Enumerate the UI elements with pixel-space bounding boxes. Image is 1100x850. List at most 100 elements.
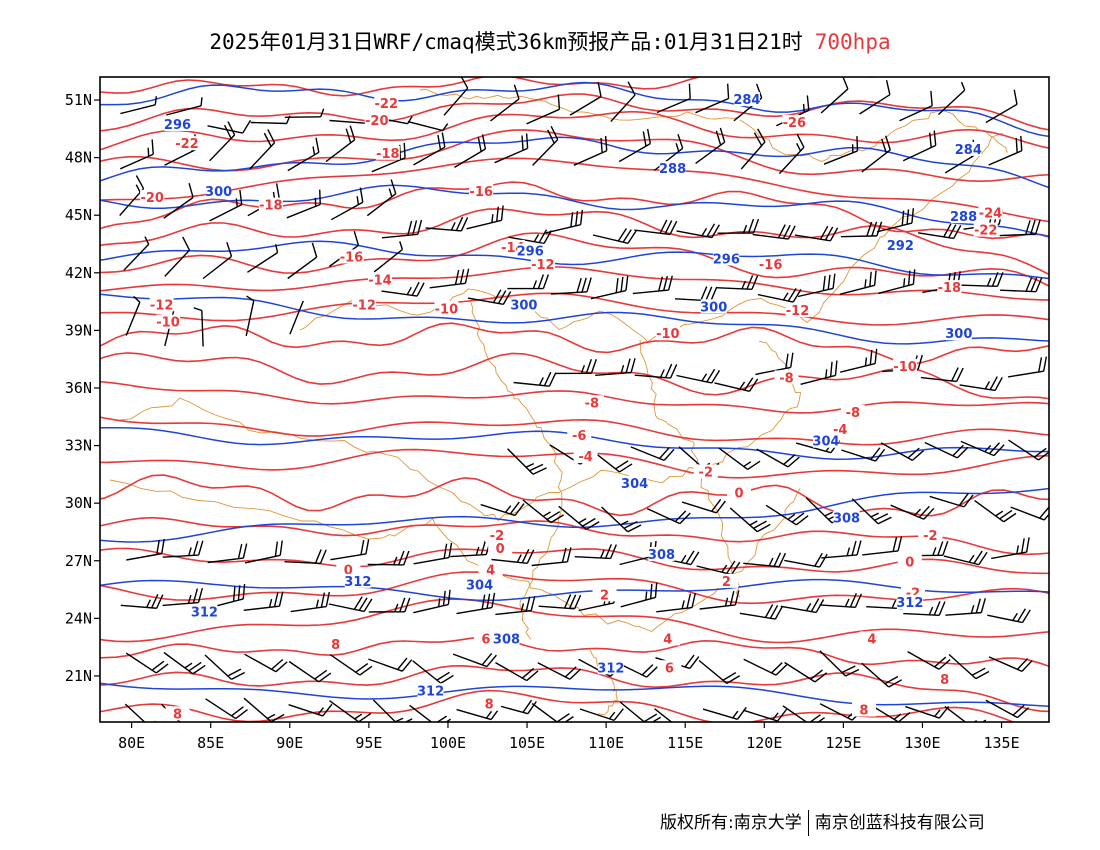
wind-barb: [755, 352, 794, 376]
wind-barb: [717, 218, 760, 234]
wind-barb: [945, 598, 986, 616]
wind-barb: [819, 650, 860, 677]
temperature-label: -12: [150, 298, 174, 313]
wind-barb: [676, 223, 720, 239]
province-borders: [109, 88, 1008, 716]
temperature-label-bg: [893, 358, 918, 373]
temperature-label-bg: [530, 257, 555, 272]
temperature-isoline: [100, 598, 1049, 644]
wind-barb: [880, 442, 925, 461]
temperature-label: -2: [490, 529, 504, 544]
wind-barb: [120, 594, 164, 609]
wind-barb: [513, 371, 557, 387]
height-label: 308: [648, 548, 675, 563]
wind-barb: [592, 228, 637, 244]
wind-barb: [784, 552, 828, 568]
wind-barb: [944, 705, 987, 722]
wind-barb: [899, 90, 933, 122]
temperature-label: -16: [759, 258, 783, 273]
wind-barb: [695, 83, 730, 114]
wind-barb: [756, 448, 800, 468]
wind-barb: [778, 133, 805, 175]
wind-barb: [538, 594, 582, 610]
province-border: [419, 88, 740, 121]
wind-barb: [890, 504, 935, 520]
wind-barb: [162, 540, 204, 558]
temperature-label: 8: [331, 638, 340, 653]
temperature-isoline: [100, 416, 1049, 446]
height-label-bg: [648, 546, 675, 561]
temperature-label: 4: [486, 563, 495, 578]
wind-barb: [193, 307, 204, 347]
wind-barb: [207, 119, 252, 134]
wind-barb: [859, 80, 891, 115]
wind-barb: [1007, 356, 1048, 378]
wind-barb: [929, 493, 974, 508]
wind-barb: [166, 97, 203, 116]
wind-barb: [452, 652, 497, 668]
wind-barb: [985, 699, 1030, 719]
temperature-label-bg: [484, 527, 509, 542]
temperature-label-bg: [932, 671, 957, 686]
temperature-isoline: [100, 474, 1049, 517]
lat-tick-label: 30N: [65, 494, 92, 512]
wind-barb: [729, 507, 771, 533]
temperature-label: 4: [867, 632, 876, 647]
wind-barb: [425, 216, 469, 232]
temperature-isoline: [100, 664, 1049, 713]
wind-barb: [249, 129, 276, 170]
height-label: 312: [597, 661, 624, 676]
height-isoline: [100, 81, 1049, 138]
temperature-label-bg: [477, 696, 502, 711]
wind-barb: [632, 275, 673, 295]
lon-tick-label: 125E: [825, 734, 861, 752]
wind-barb: [381, 219, 423, 239]
wind-barb: [450, 540, 492, 558]
wind-barb: [991, 537, 1030, 560]
temperature-label-bg: [336, 562, 361, 577]
lat-tick-label: 33N: [65, 437, 92, 455]
wind-barb: [284, 108, 325, 118]
height-label-bg: [700, 299, 727, 314]
lon-tick-label: 85E: [197, 734, 224, 752]
temperature-label-bg: [352, 297, 377, 312]
lat-tick-label: 36N: [65, 379, 92, 397]
wind-barb: [961, 272, 1004, 287]
wind-barb: [247, 244, 279, 273]
temperature-label-bg: [973, 222, 998, 237]
wind-barb: [634, 363, 678, 379]
wind-barb: [695, 127, 726, 164]
wind-barb: [205, 698, 248, 720]
wind-barb: [558, 505, 600, 530]
wind-barb: [840, 221, 883, 238]
temperature-label: 0: [734, 487, 743, 502]
province-border: [739, 110, 1008, 162]
temperature-label: 6: [481, 632, 490, 647]
wind-barb: [467, 289, 512, 306]
wind-barb: [163, 182, 194, 219]
province-border: [109, 479, 801, 633]
wind-barb: [960, 440, 1005, 457]
wind-barb: [412, 660, 454, 684]
wind-barb: [409, 704, 452, 722]
temperature-label: -20: [140, 191, 164, 206]
temperature-label-bg: [149, 297, 174, 312]
wind-barb: [287, 137, 320, 172]
wind-barb: [126, 538, 165, 561]
wind-barb: [999, 219, 1041, 237]
wind-barb: [522, 499, 564, 524]
wind-barb: [840, 348, 878, 373]
wind-barb: [698, 659, 741, 684]
wind-barb: [494, 133, 529, 164]
wind-barb: [841, 447, 886, 462]
wind-barb: [204, 654, 245, 681]
wind-barb: [579, 708, 624, 722]
wind-barb: [368, 657, 413, 672]
temperature-label-bg: [828, 422, 853, 437]
temperature-label: -12: [352, 298, 376, 313]
height-label-bg: [417, 683, 444, 698]
height-label: 296: [164, 118, 191, 133]
height-label: 300: [205, 185, 232, 200]
